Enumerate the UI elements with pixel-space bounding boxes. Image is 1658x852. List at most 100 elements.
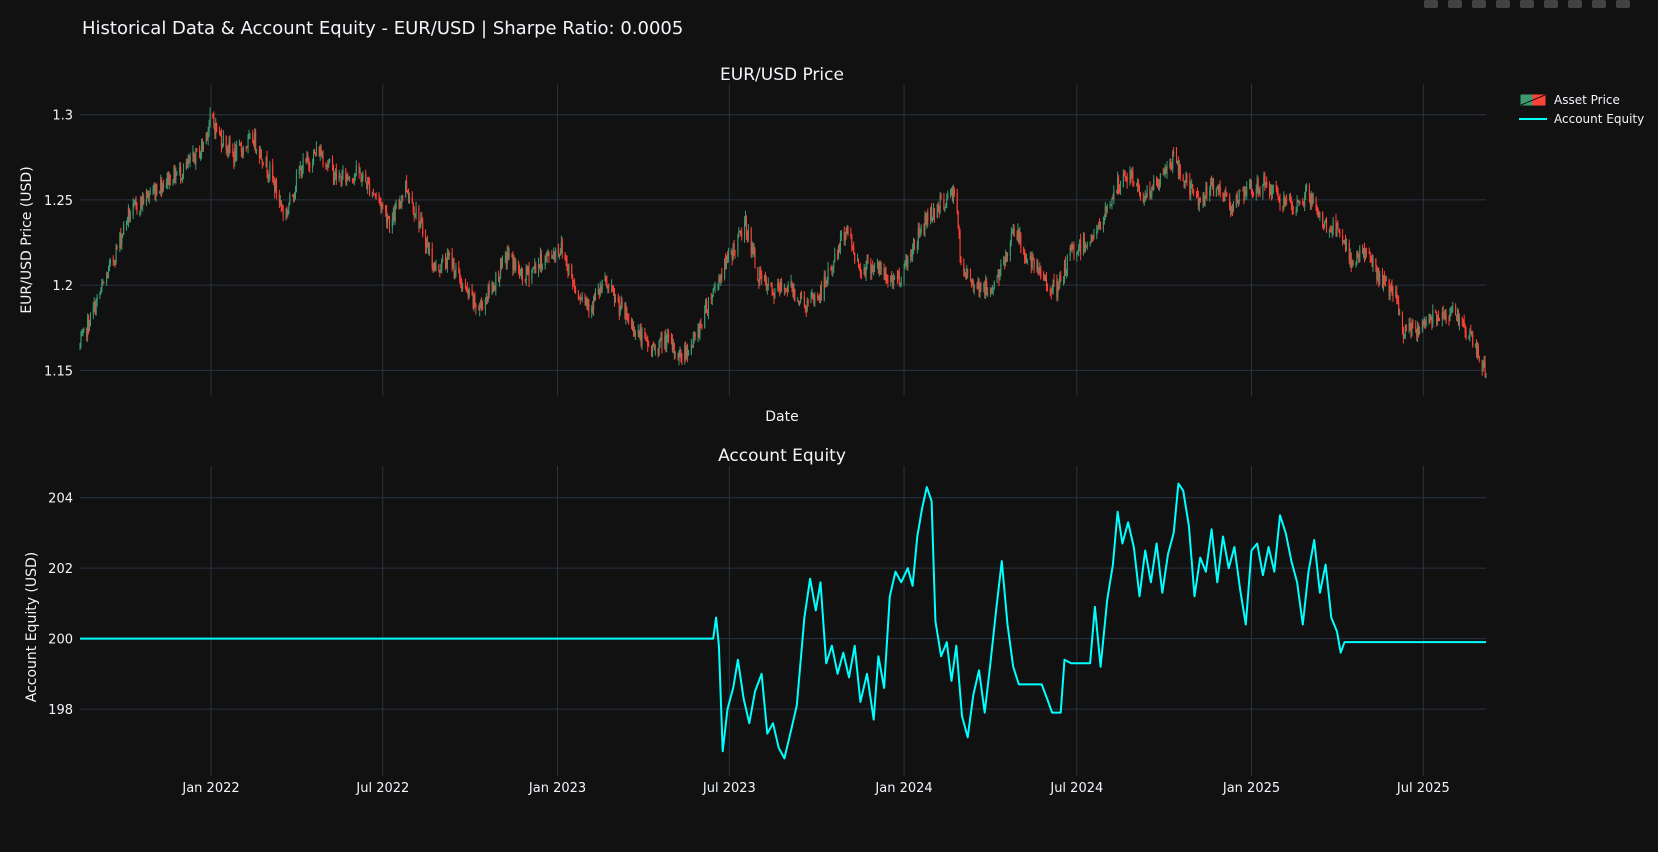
candle-body xyxy=(652,345,654,347)
candle-body xyxy=(907,256,909,268)
candle-body xyxy=(1398,302,1400,315)
candle-body xyxy=(80,335,82,345)
candle xyxy=(1405,324,1407,332)
candle-body xyxy=(225,136,227,150)
candle-body xyxy=(351,178,354,181)
candle-body xyxy=(1338,228,1340,232)
legend-item-asset-price[interactable]: Asset Price xyxy=(1518,90,1644,109)
candle xyxy=(87,314,90,335)
candle xyxy=(208,119,210,137)
candle xyxy=(221,143,223,149)
candle xyxy=(781,277,783,293)
candle xyxy=(375,192,377,200)
candle-body xyxy=(916,245,918,249)
candle xyxy=(770,282,772,288)
candle xyxy=(1276,185,1278,196)
candle xyxy=(235,144,237,162)
candle xyxy=(524,278,526,284)
candle xyxy=(519,268,522,277)
candle-body xyxy=(464,285,466,288)
candle xyxy=(120,227,122,250)
candle xyxy=(693,330,695,344)
candle-body xyxy=(936,204,938,218)
zoom-out-icon[interactable] xyxy=(1568,0,1582,8)
candle-body xyxy=(432,267,434,270)
candle-body xyxy=(167,172,169,185)
candle xyxy=(371,191,373,198)
candle-body xyxy=(779,287,781,291)
candle-body xyxy=(339,176,341,177)
candle-body xyxy=(1176,161,1179,164)
candle-body xyxy=(102,282,104,284)
candle xyxy=(467,289,469,301)
candle-body xyxy=(654,350,656,351)
modebar[interactable] xyxy=(1424,0,1630,8)
candle-body xyxy=(952,190,954,200)
candle-body xyxy=(799,301,801,303)
candle-body xyxy=(694,334,696,337)
candle xyxy=(1418,323,1420,338)
candle xyxy=(288,202,290,215)
candle xyxy=(287,209,289,217)
candle xyxy=(555,247,557,263)
candle xyxy=(710,292,712,305)
candle-body xyxy=(1272,185,1274,188)
zoom-icon[interactable] xyxy=(1448,0,1462,8)
candle xyxy=(714,281,716,293)
candle-body xyxy=(185,161,187,170)
candle-body xyxy=(1069,247,1071,257)
candle-body xyxy=(804,304,806,310)
candle-body xyxy=(1397,300,1399,303)
candle xyxy=(1250,179,1253,195)
pan-icon[interactable] xyxy=(1472,0,1486,8)
candle-body xyxy=(1330,230,1332,233)
candle xyxy=(1146,185,1148,198)
candle-body xyxy=(1369,253,1371,258)
candle-body xyxy=(1000,264,1002,271)
candle xyxy=(933,207,935,223)
y-tick-label: 1.3 xyxy=(52,109,73,124)
candle xyxy=(441,258,443,274)
candle xyxy=(1175,147,1178,164)
candle-body xyxy=(1475,345,1478,355)
candle-body xyxy=(1102,221,1104,230)
candle xyxy=(1403,334,1405,339)
candle-body xyxy=(1415,326,1417,330)
candle-body xyxy=(1152,187,1154,189)
autoscale-icon[interactable] xyxy=(1592,0,1606,8)
candle-body xyxy=(893,275,896,279)
candle-body xyxy=(129,215,131,220)
candle-body xyxy=(355,165,357,176)
candle xyxy=(1255,184,1257,201)
candle-body xyxy=(806,300,808,311)
candle-body xyxy=(667,334,669,339)
box-select-icon[interactable] xyxy=(1496,0,1510,8)
reset-axes-icon[interactable] xyxy=(1616,0,1630,8)
candle-body xyxy=(1239,190,1241,192)
camera-icon[interactable] xyxy=(1424,0,1438,8)
candle-body xyxy=(1050,292,1052,293)
legend-item-account-equity[interactable]: Account Equity xyxy=(1518,109,1644,128)
candle xyxy=(213,111,215,129)
candle-body xyxy=(169,174,171,186)
candle-body xyxy=(494,285,496,290)
candle-body xyxy=(288,204,290,210)
candle-body xyxy=(81,335,83,336)
candle xyxy=(473,293,475,312)
candle-body xyxy=(958,228,960,234)
candle-body xyxy=(993,282,995,289)
candle-body xyxy=(472,294,474,306)
candle xyxy=(1437,310,1440,322)
candle xyxy=(1236,190,1238,204)
candle-body xyxy=(1013,228,1015,237)
candle xyxy=(199,145,201,159)
zoom-in-icon[interactable] xyxy=(1544,0,1558,8)
candle xyxy=(321,151,323,159)
candle-body xyxy=(452,260,454,268)
candle xyxy=(327,160,329,172)
candle xyxy=(99,291,101,300)
lasso-icon[interactable] xyxy=(1520,0,1534,8)
candle-body xyxy=(258,149,260,158)
candle xyxy=(1065,268,1067,279)
candle xyxy=(1020,232,1022,254)
